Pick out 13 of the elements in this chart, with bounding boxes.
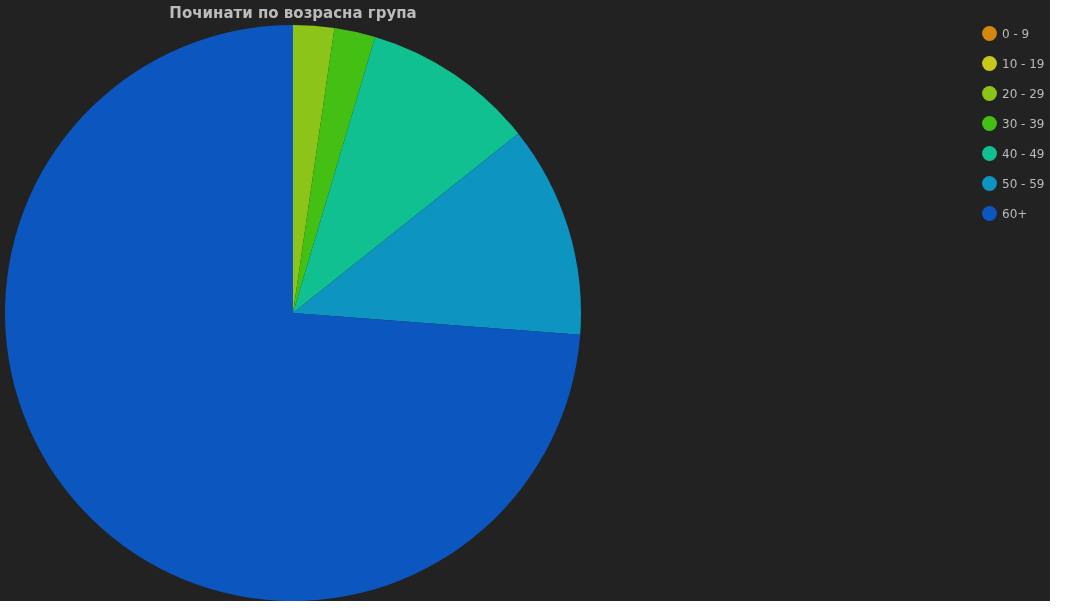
legend-label: 60+ bbox=[1002, 206, 1028, 221]
legend-label: 40 - 49 bbox=[1002, 146, 1045, 161]
legend-label: 10 - 19 bbox=[1002, 56, 1045, 71]
legend-label: 50 - 59 bbox=[1002, 176, 1045, 191]
legend-label: 30 - 39 bbox=[1002, 116, 1045, 131]
legend-label: 20 - 29 bbox=[1002, 86, 1045, 101]
legend-label: 0 - 9 bbox=[1002, 26, 1030, 41]
pie-slice bbox=[293, 36, 519, 313]
pie-slice bbox=[293, 25, 335, 313]
pie-slice bbox=[293, 28, 376, 313]
chart-title: Починати по возрасна група bbox=[169, 4, 417, 22]
pie-slice bbox=[293, 133, 581, 335]
pie-slice bbox=[5, 25, 581, 601]
